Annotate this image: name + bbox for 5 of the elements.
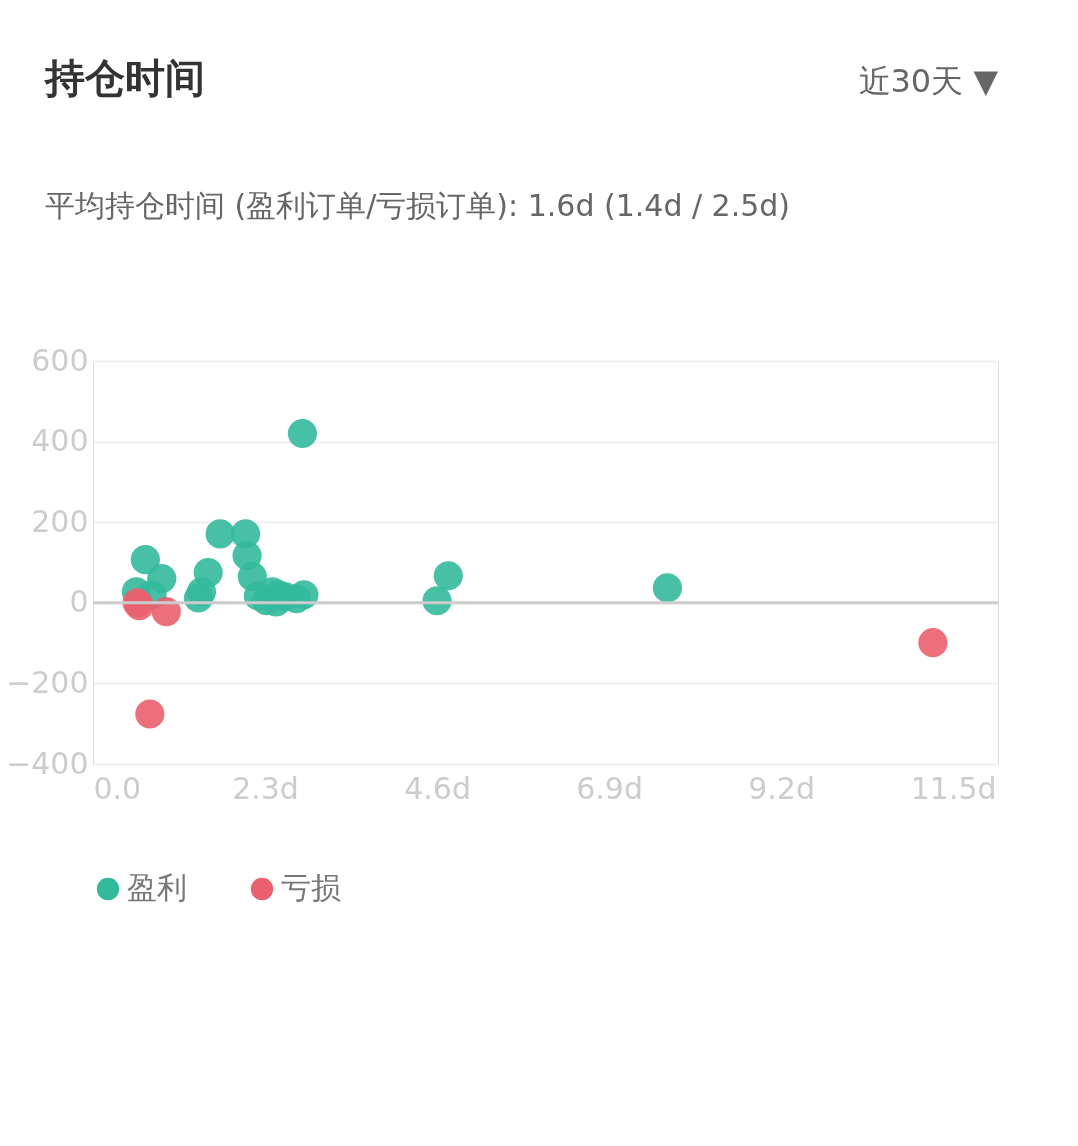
text: 近30天 ▼: [858, 62, 999, 100]
legend-label: 亏损: [281, 870, 341, 905]
chart-title: 持仓时间: [43, 55, 205, 101]
chart-subtitle: 平均持仓时间 (盈利订单/亏损订单): 1.6d (1.4d / 2.5d): [45, 188, 791, 223]
legend-label: 盈利: [127, 870, 187, 905]
